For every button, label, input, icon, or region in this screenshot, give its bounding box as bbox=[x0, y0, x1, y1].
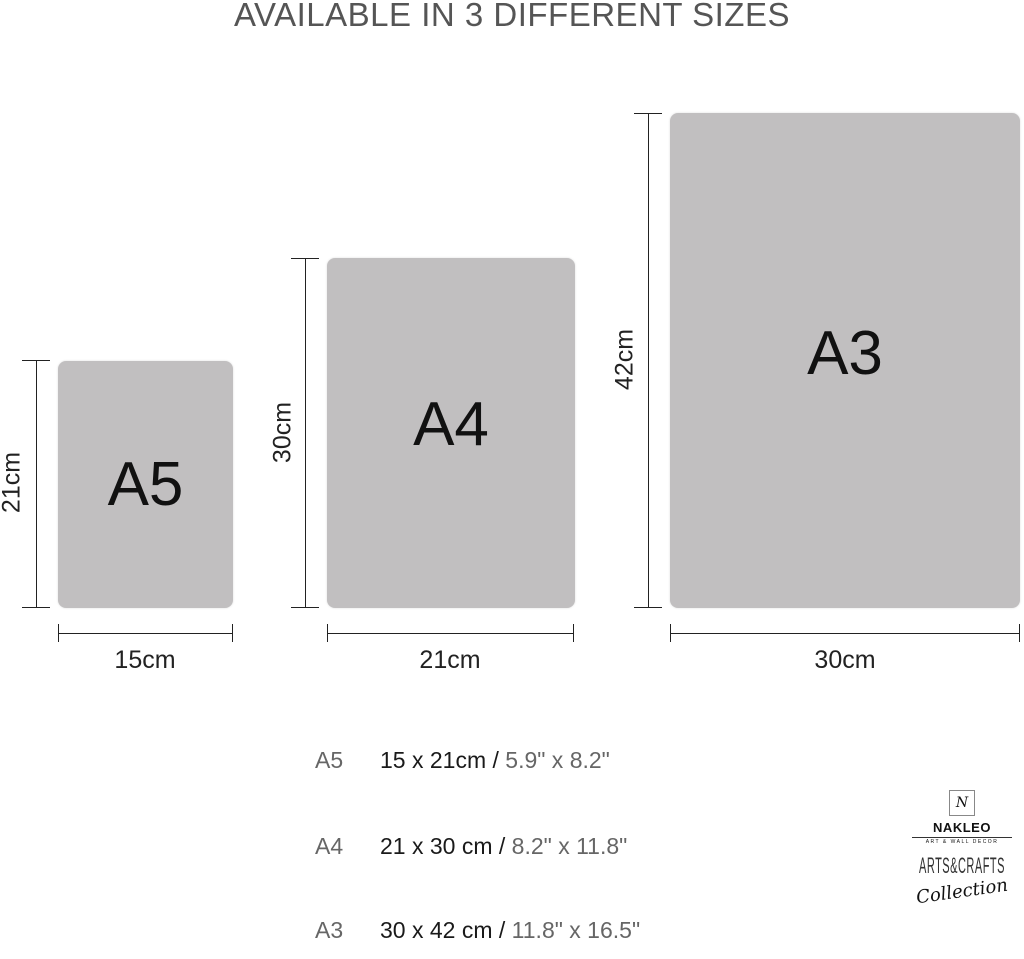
a5-width-line bbox=[58, 633, 233, 634]
a3-height-tick bbox=[634, 607, 662, 608]
a3-width-line bbox=[670, 633, 1020, 634]
logo-script: Collection bbox=[914, 874, 1010, 909]
page-title: AVAILABLE IN 3 DIFFERENT SIZES bbox=[234, 0, 790, 33]
size-row-a5: A5 15 x 21cm / 5.9" x 8.2" bbox=[315, 747, 610, 774]
size-row-a3: A3 30 x 42 cm / 11.8" x 16.5" bbox=[315, 917, 640, 944]
sheet-a3-label: A3 bbox=[807, 319, 883, 388]
size-code: A4 bbox=[315, 833, 344, 859]
a3-width-label: 30cm bbox=[814, 646, 876, 674]
a5-width-tick bbox=[58, 624, 59, 642]
sheet-a4: A4 bbox=[327, 258, 575, 608]
a4-height-tick bbox=[291, 258, 319, 259]
size-inches: 8.2" x 11.8" bbox=[511, 833, 628, 859]
size-inches: 5.9" x 8.2" bbox=[505, 747, 610, 773]
logo-tagline: ART & WALL DECOR bbox=[912, 837, 1012, 845]
a5-height-tick bbox=[22, 607, 50, 608]
a4-width-tick bbox=[327, 624, 328, 642]
a5-height-label: 21cm bbox=[0, 451, 26, 514]
size-code: A3 bbox=[315, 917, 344, 943]
a3-height-line bbox=[648, 113, 649, 608]
size-cm: 15 x 21cm / bbox=[380, 747, 499, 773]
a4-height-line bbox=[305, 258, 306, 608]
size-code: A5 bbox=[315, 747, 344, 773]
a4-height-tick bbox=[291, 607, 319, 608]
size-cm: 30 x 42 cm / bbox=[380, 917, 506, 943]
a5-width-label: 15cm bbox=[114, 646, 176, 674]
a4-width-line bbox=[327, 633, 574, 634]
a3-width-tick bbox=[670, 624, 671, 642]
size-inches: 11.8" x 16.5" bbox=[511, 917, 641, 943]
a4-height-label: 30cm bbox=[268, 401, 297, 464]
a4-width-label: 21cm bbox=[419, 646, 481, 674]
size-cm: 21 x 30 cm / bbox=[380, 833, 506, 859]
size-row-a4: A4 21 x 30 cm / 8.2" x 11.8" bbox=[315, 833, 627, 860]
sheet-a3: A3 bbox=[670, 113, 1020, 608]
a5-height-tick bbox=[22, 360, 50, 361]
a3-height-label: 42cm bbox=[610, 328, 639, 391]
a3-width-tick bbox=[1019, 624, 1020, 642]
a5-width-tick bbox=[232, 624, 233, 642]
sheet-a5-label: A5 bbox=[107, 450, 184, 519]
brand-logo: N NAKLEO ART & WALL DECOR ARTS&CRAFTS Co… bbox=[912, 790, 1012, 908]
a5-height-line bbox=[36, 360, 37, 608]
logo-collection: ARTS&CRAFTS bbox=[919, 853, 1005, 878]
logo-brand: NAKLEO bbox=[933, 820, 991, 835]
sheet-a4-label: A4 bbox=[413, 389, 489, 459]
a4-width-tick bbox=[573, 624, 574, 642]
a3-height-tick bbox=[634, 113, 662, 114]
sheet-a5: A5 bbox=[58, 361, 233, 608]
logo-mark-icon: N bbox=[949, 790, 975, 816]
